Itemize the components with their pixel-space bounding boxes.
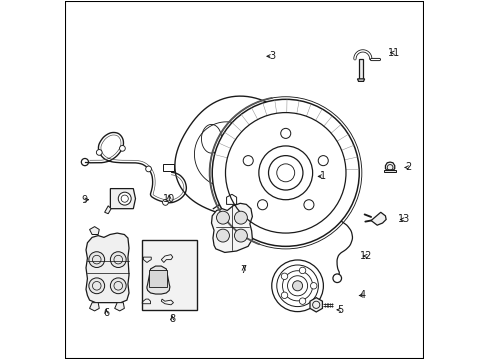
Circle shape — [96, 149, 102, 155]
Circle shape — [119, 145, 125, 151]
Circle shape — [303, 200, 313, 210]
Circle shape — [234, 229, 247, 242]
Circle shape — [243, 156, 253, 166]
Polygon shape — [357, 79, 364, 81]
Polygon shape — [89, 303, 99, 311]
Circle shape — [310, 283, 316, 289]
Text: 3: 3 — [269, 51, 275, 61]
Text: 5: 5 — [337, 305, 343, 315]
Text: 8: 8 — [169, 314, 175, 324]
Circle shape — [318, 156, 327, 166]
Bar — [142, 240, 196, 310]
Polygon shape — [147, 266, 169, 294]
Text: 13: 13 — [397, 215, 409, 224]
Text: 11: 11 — [387, 48, 399, 58]
Circle shape — [89, 278, 104, 294]
Text: 6: 6 — [103, 308, 109, 318]
Circle shape — [271, 260, 323, 312]
Circle shape — [332, 274, 341, 283]
Polygon shape — [115, 303, 124, 311]
Circle shape — [281, 273, 287, 279]
Circle shape — [162, 199, 168, 205]
Circle shape — [110, 278, 126, 294]
Circle shape — [216, 211, 229, 224]
Circle shape — [281, 292, 287, 298]
Polygon shape — [89, 226, 99, 234]
Text: 12: 12 — [360, 251, 372, 261]
Text: 2: 2 — [405, 162, 411, 172]
Polygon shape — [309, 298, 322, 312]
Text: 7: 7 — [240, 265, 246, 275]
Circle shape — [212, 99, 359, 246]
Circle shape — [299, 298, 305, 304]
Circle shape — [299, 267, 305, 274]
Polygon shape — [370, 212, 386, 225]
Circle shape — [145, 166, 151, 172]
Text: 1: 1 — [320, 171, 326, 181]
Circle shape — [258, 146, 312, 200]
Text: 9: 9 — [81, 195, 88, 205]
Text: 4: 4 — [359, 291, 365, 301]
Text: 10: 10 — [163, 194, 175, 204]
Polygon shape — [110, 189, 135, 209]
Polygon shape — [86, 233, 129, 303]
Polygon shape — [104, 206, 111, 214]
Circle shape — [89, 252, 104, 267]
Circle shape — [257, 200, 267, 210]
Circle shape — [216, 229, 229, 242]
Polygon shape — [359, 59, 362, 79]
Polygon shape — [149, 270, 167, 287]
Polygon shape — [385, 162, 394, 170]
Circle shape — [234, 211, 247, 224]
Circle shape — [110, 252, 126, 267]
Circle shape — [280, 129, 290, 138]
Polygon shape — [384, 170, 395, 172]
Circle shape — [292, 281, 302, 291]
Circle shape — [118, 192, 131, 205]
Polygon shape — [211, 203, 252, 252]
